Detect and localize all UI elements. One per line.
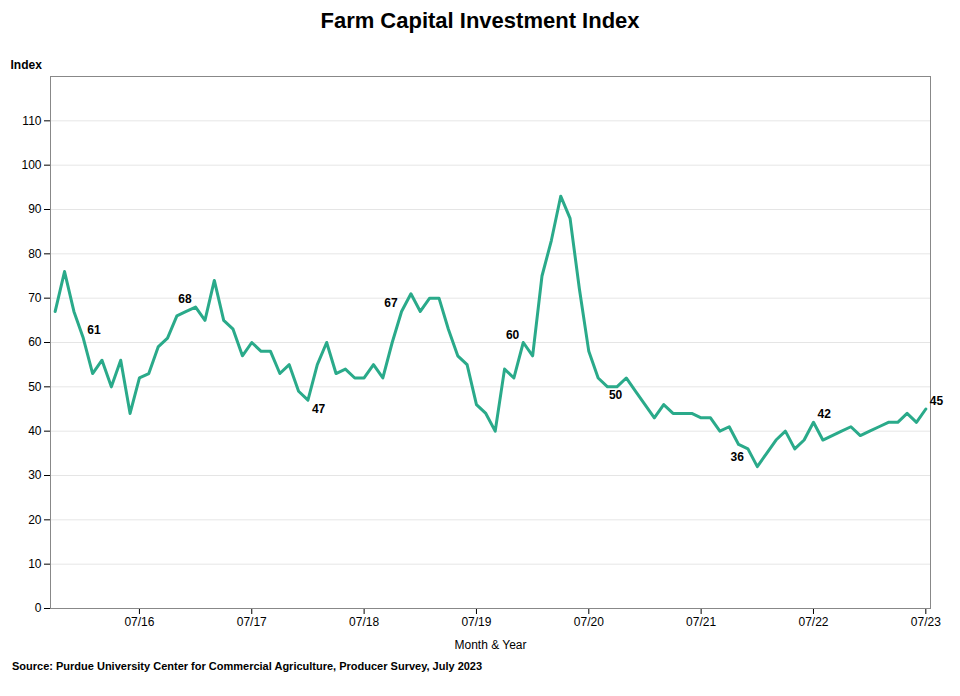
svg-text:110: 110	[22, 114, 41, 128]
svg-text:67: 67	[384, 296, 398, 310]
svg-text:07/20: 07/20	[574, 615, 604, 629]
svg-text:Index: Index	[11, 58, 43, 72]
svg-text:50: 50	[28, 380, 42, 394]
svg-text:45: 45	[930, 394, 944, 408]
svg-text:0: 0	[35, 601, 42, 615]
svg-text:70: 70	[28, 291, 42, 305]
svg-text:80: 80	[28, 247, 42, 261]
svg-text:68: 68	[178, 292, 192, 306]
svg-text:07/16: 07/16	[124, 615, 154, 629]
svg-text:20: 20	[28, 513, 42, 527]
svg-text:60: 60	[506, 328, 520, 342]
svg-text:10: 10	[28, 557, 42, 571]
svg-text:60: 60	[28, 335, 42, 349]
svg-text:47: 47	[312, 402, 326, 416]
svg-text:100: 100	[21, 158, 41, 172]
svg-text:36: 36	[731, 450, 745, 464]
svg-text:Month & Year: Month & Year	[454, 638, 526, 652]
svg-text:07/17: 07/17	[237, 615, 267, 629]
svg-text:30: 30	[28, 468, 42, 482]
svg-text:61: 61	[87, 323, 101, 337]
html-text:Source: Purdue University Cent: Source: Purdue University Center for Com…	[12, 660, 483, 672]
svg-text:07/19: 07/19	[461, 615, 491, 629]
svg-text:50: 50	[609, 388, 623, 402]
svg-text:40: 40	[28, 424, 42, 438]
svg-text:42: 42	[817, 407, 831, 421]
svg-text:07/21: 07/21	[686, 615, 716, 629]
svg-text:07/22: 07/22	[798, 615, 828, 629]
svg-text:07/18: 07/18	[349, 615, 379, 629]
html-text:Farm Capital Investment Index: Farm Capital Investment Index	[320, 8, 640, 33]
svg-text:90: 90	[28, 202, 42, 216]
svg-text:07/23: 07/23	[911, 615, 941, 629]
